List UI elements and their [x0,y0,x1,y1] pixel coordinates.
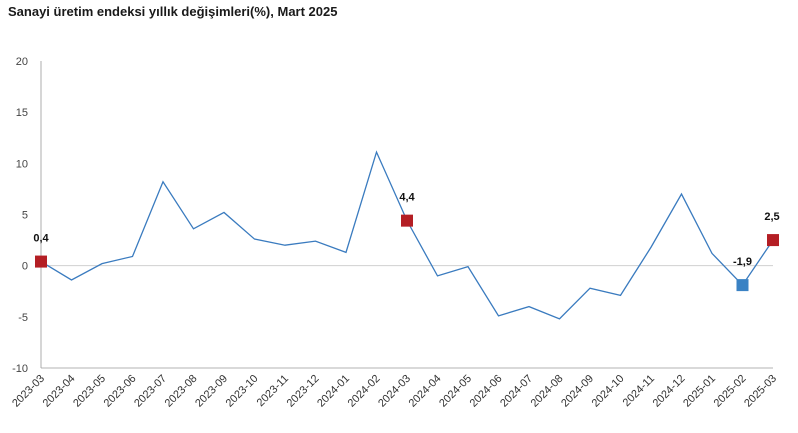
y-tick-label: -5 [18,312,28,324]
highlight-markers: 0,4 4,4 -1,9 2,5 [33,192,780,292]
y-tick-label: 0 [22,261,28,273]
x-tick-label: 2023-09 [193,373,230,410]
x-tick-label: 2023-12 [285,373,322,410]
y-tick-label: 10 [16,158,28,170]
x-tick-label: 2023-05 [71,373,108,410]
data-point-marker [736,279,749,292]
x-tick-label: 2023-07 [132,373,169,410]
x-tick-label: 2023-04 [41,373,78,410]
x-tick-label: 2023-08 [163,373,200,410]
x-tick-label: 2024-07 [498,373,535,410]
chart-title: Sanayi üretim endeksi yıllık değişimleri… [8,4,338,19]
x-tick-label: 2023-06 [102,373,139,410]
x-tick-label: 2025-02 [712,373,749,410]
x-tick-label: 2025-01 [681,373,718,410]
series-line [40,150,774,320]
x-tick-label: 2025-03 [742,373,779,410]
data-point-marker [767,234,779,247]
data-point-marker [35,255,47,268]
x-tick-label: 2024-09 [559,373,596,410]
y-tick-label: -10 [12,363,28,375]
x-tick-label: 2024-02 [346,373,383,410]
x-tick-label: 2023-10 [224,373,261,410]
y-tick-label: 20 [16,56,28,68]
x-tick-label: 2024-12 [651,373,688,410]
data-label: 0,4 [33,233,49,245]
y-axis-ticks: 20 15 10 5 0 -5 -10 [12,56,28,375]
y-tick-label: 15 [16,107,28,119]
x-tick-label: 2024-03 [376,373,413,410]
y-tick-label: 5 [22,210,28,222]
x-tick-label: 2024-04 [407,373,444,410]
x-tick-label: 2024-08 [529,373,566,410]
data-point-marker [401,214,413,227]
data-label: 4,4 [399,192,415,204]
x-tick-label: 2024-01 [315,373,352,410]
x-tick-label: 2024-06 [468,373,505,410]
x-tick-label: 2023-03 [10,373,47,410]
data-label: -1,9 [733,256,752,268]
x-tick-label: 2024-10 [590,373,627,410]
data-label: 2,5 [764,211,779,223]
x-axis-ticks: 2023-032023-042023-052023-062023-072023-… [10,373,779,410]
x-tick-label: 2024-05 [437,373,474,410]
